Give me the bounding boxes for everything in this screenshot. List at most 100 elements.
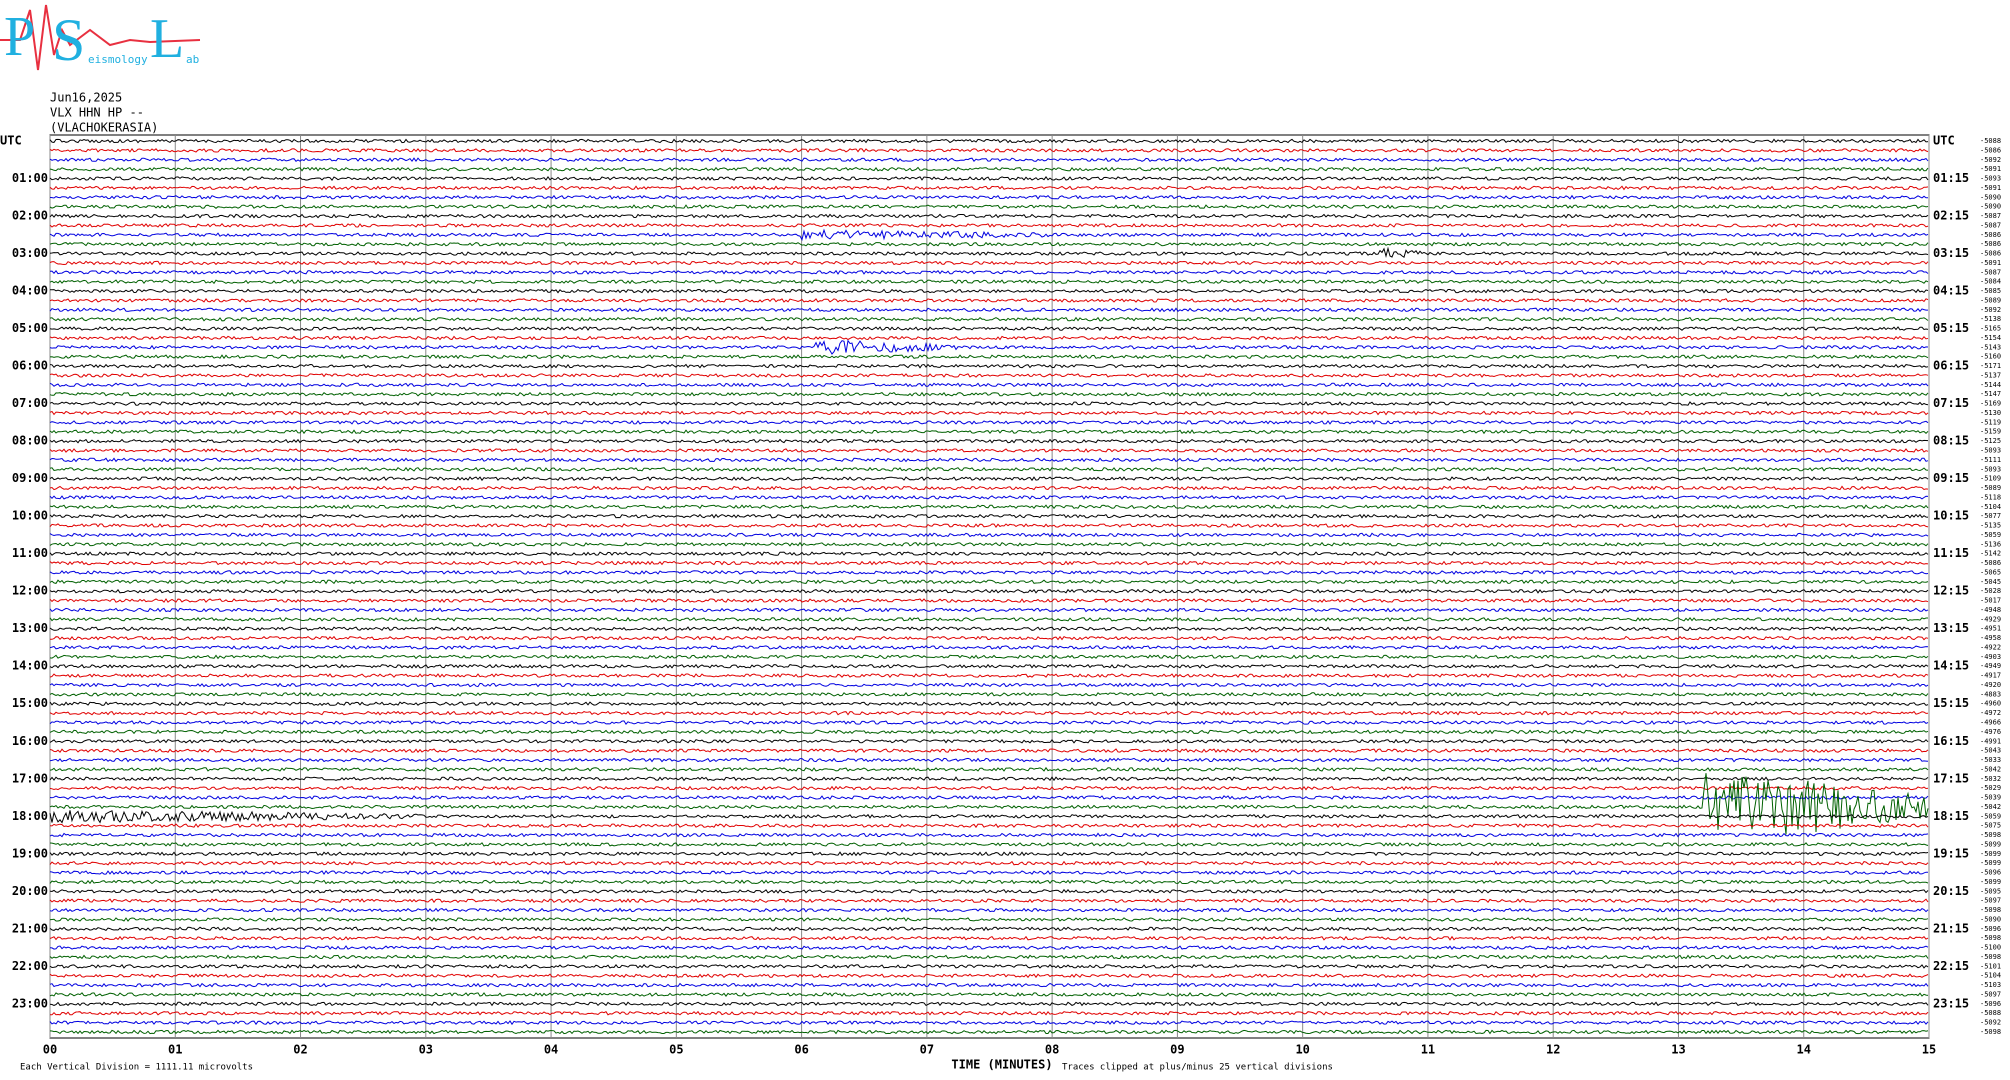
row-value: -5090 [1980,193,2001,201]
row-value: -5154 [1980,334,2001,342]
trace [49,823,1929,829]
trace [49,228,1929,241]
right-time-label: 18:15 [1933,809,1969,823]
trace [49,466,1929,472]
trace [49,598,1929,604]
row-value: -5045 [1980,578,2001,586]
left-time-label: 03:00 [12,246,48,260]
trace [49,541,1929,547]
trace [49,241,1929,247]
row-value: -5091 [1980,259,2001,267]
row-value: -5075 [1980,822,2001,830]
right-time-label: 14:15 [1933,659,1969,673]
row-value: -5033 [1980,756,2001,764]
trace [49,194,1929,200]
trace [49,307,1928,313]
trace [49,166,1929,172]
row-value: -5088 [1980,1009,2001,1017]
trace [49,832,1929,838]
trace [49,485,1929,491]
trace [49,935,1929,941]
trace [49,1029,1929,1035]
row-value: -5084 [1980,278,2001,286]
row-value: -5086 [1980,146,2001,154]
row-value: -5098 [1980,953,2001,961]
right-time-label: 04:15 [1933,284,1969,298]
row-value: -5096 [1980,1000,2001,1008]
trace [49,870,1928,876]
row-value: -4960 [1980,700,2001,708]
left-time-label: 02:00 [12,209,48,223]
row-value: -4903 [1980,653,2001,661]
row-value: -4991 [1980,737,2001,745]
trace [49,673,1929,679]
trace [49,138,1929,144]
trace [49,419,1929,425]
right-time-label: 09:15 [1933,471,1969,485]
row-value: -4958 [1980,634,2001,642]
row-value: -5087 [1980,212,2001,220]
trace [49,626,1929,632]
trace [49,888,1929,894]
left-time-label: 12:00 [12,584,48,598]
row-value: -5089 [1980,484,2001,492]
row-value: -5100 [1980,944,2001,952]
trace [49,1020,1929,1026]
row-value: -5104 [1980,503,2001,511]
trace [49,645,1929,650]
x-tick-label: 07 [920,1043,934,1057]
trace [49,157,1929,163]
x-tick-label: 05 [669,1043,683,1057]
trace [50,288,1929,294]
logo-wave [0,4,201,71]
trace [49,776,1929,782]
date: Jun16,2025 [50,91,122,105]
row-value: -5092 [1980,306,2001,314]
trace [49,569,1929,575]
trace [49,495,1929,500]
row-value: -5042 [1980,765,2001,773]
row-value: -5169 [1980,400,2001,408]
trace [49,339,1929,355]
trace [49,476,1929,482]
trace [49,382,1929,388]
row-value: -5090 [1980,915,2001,923]
trace [49,335,1929,341]
row-value: -5111 [1980,456,2001,464]
trace [49,720,1929,725]
left-time-label: 18:00 [12,809,48,823]
row-value: -5095 [1980,887,2001,895]
trace [49,682,1929,688]
trace [49,523,1929,528]
trace [49,841,1929,847]
x-tick-label: 10 [1295,1043,1309,1057]
row-value: -5065 [1980,568,2001,576]
trace [49,279,1929,285]
trace [49,616,1928,622]
x-axis-title: TIME (MINUTES) [951,1058,1052,1072]
row-value: -5104 [1980,972,2001,980]
trace [49,982,1929,988]
row-value: -5093 [1980,447,2001,455]
trace [49,917,1929,922]
row-value: -5099 [1980,840,2001,848]
row-value: -4972 [1980,709,2001,717]
row-value: -5039 [1980,794,2001,802]
row-value: -5147 [1980,390,2001,398]
left-time-label: 07:00 [12,396,48,410]
trace [49,691,1929,697]
right-time-label: 16:15 [1933,734,1969,748]
x-tick-label: 06 [794,1043,808,1057]
station: (VLACHOKERASIA) [50,121,158,135]
right-time-label: 20:15 [1933,884,1969,898]
row-value: -5029 [1980,784,2001,792]
row-value: -5138 [1980,315,2001,323]
row-value: -4883 [1980,690,2001,698]
right-time-label: 11:15 [1933,546,1969,560]
trace [49,588,1929,594]
row-value: -5136 [1980,540,2001,548]
row-value: -5101 [1980,962,2001,970]
trace [49,223,1929,228]
left-time-label: 06:00 [12,359,48,373]
